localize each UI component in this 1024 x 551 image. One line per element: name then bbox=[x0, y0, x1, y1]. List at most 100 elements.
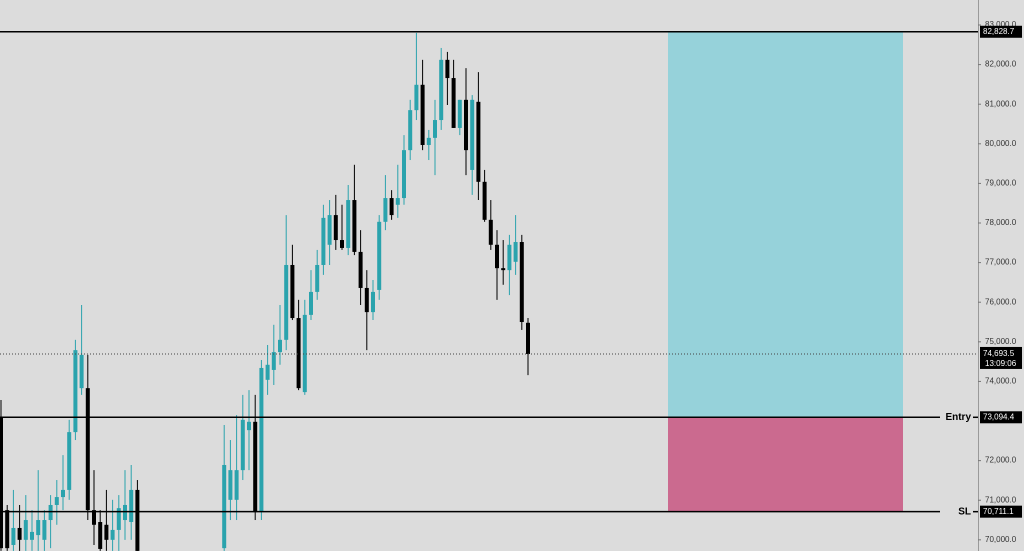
candle-body bbox=[315, 264, 320, 292]
level-name: SL bbox=[958, 506, 971, 517]
candle-body bbox=[79, 354, 84, 389]
level-label: 82,828.7 bbox=[983, 27, 1015, 36]
candle-body bbox=[54, 497, 59, 505]
candle-body bbox=[30, 531, 34, 540]
level-box bbox=[980, 25, 1022, 38]
candle-body bbox=[228, 470, 233, 500]
candle-body bbox=[513, 242, 518, 262]
level-box bbox=[980, 411, 1022, 424]
y-tick-label: 80,000.0 bbox=[985, 139, 1017, 148]
candle-body bbox=[222, 464, 227, 549]
candle-body bbox=[271, 352, 276, 370]
y-tick-label: 71,000.0 bbox=[985, 495, 1017, 504]
candle-body bbox=[259, 367, 264, 513]
candle-body bbox=[358, 251, 363, 288]
candle-body bbox=[526, 322, 530, 354]
candle-body bbox=[116, 508, 121, 530]
candle-body bbox=[17, 527, 22, 540]
candle-body bbox=[278, 339, 282, 353]
candle-body bbox=[402, 150, 406, 199]
candle-body bbox=[85, 388, 90, 511]
candle-body bbox=[519, 242, 524, 323]
candle-body bbox=[321, 217, 326, 265]
candle-body bbox=[234, 470, 239, 500]
candle-body bbox=[247, 421, 251, 431]
candle-body bbox=[42, 520, 47, 540]
candle-body bbox=[333, 215, 338, 241]
candle-body bbox=[5, 510, 10, 549]
candle-body bbox=[439, 59, 444, 121]
y-tick-label: 78,000.0 bbox=[985, 218, 1017, 227]
y-tick-label: 72,000.0 bbox=[985, 456, 1017, 465]
candle-body bbox=[48, 504, 53, 521]
candle-body bbox=[507, 244, 512, 271]
y-tick-label: 77,000.0 bbox=[985, 258, 1017, 267]
candle-body bbox=[123, 504, 127, 521]
candle-body bbox=[414, 84, 419, 111]
candle-body bbox=[253, 421, 258, 513]
level-label: 70,711.1 bbox=[983, 507, 1014, 516]
candle-body bbox=[395, 198, 400, 205]
level-box bbox=[980, 505, 1022, 518]
candle-body bbox=[104, 524, 109, 540]
candle-body bbox=[364, 287, 369, 313]
profit-zone bbox=[668, 31, 903, 418]
y-tick-label: 82,000.0 bbox=[985, 60, 1017, 69]
candle-body bbox=[73, 350, 78, 433]
candle-body bbox=[389, 198, 394, 216]
candle-body bbox=[420, 84, 425, 145]
candle-body bbox=[240, 419, 245, 471]
candle-body bbox=[346, 200, 351, 248]
candle-body bbox=[457, 99, 462, 128]
y-tick-label: 76,000.0 bbox=[985, 297, 1017, 306]
candle-body bbox=[110, 529, 115, 540]
candle-body bbox=[0, 417, 3, 549]
candle-body bbox=[476, 101, 481, 182]
candle-body bbox=[482, 181, 487, 220]
candle-body bbox=[488, 219, 493, 245]
loss-zone bbox=[668, 417, 903, 512]
candle-body bbox=[383, 198, 388, 222]
candle-body bbox=[92, 510, 96, 525]
candle-body bbox=[495, 244, 499, 269]
candle-body bbox=[426, 137, 431, 145]
candle-body bbox=[36, 520, 41, 536]
candle-body bbox=[445, 59, 450, 79]
candle-body bbox=[309, 291, 313, 315]
y-tick-label: 79,000.0 bbox=[985, 179, 1017, 188]
y-tick-label: 74,000.0 bbox=[985, 377, 1017, 386]
candle-body bbox=[408, 110, 413, 151]
candle-body bbox=[433, 120, 437, 138]
candle-body bbox=[265, 364, 270, 380]
candle-body bbox=[67, 432, 72, 490]
candle-body bbox=[296, 318, 301, 389]
candle-body bbox=[371, 291, 375, 313]
level-name: Entry bbox=[945, 412, 971, 423]
y-tick-label: 83,000.0 bbox=[985, 20, 1017, 29]
level-label: 73,094.4 bbox=[983, 412, 1015, 421]
y-tick-label: 70,000.0 bbox=[985, 535, 1017, 544]
candle-body bbox=[340, 240, 344, 248]
candle-body bbox=[284, 264, 289, 340]
last-price-box bbox=[980, 346, 1022, 369]
y-tick-label: 81,000.0 bbox=[985, 99, 1017, 108]
candle-body bbox=[451, 78, 456, 128]
candle-body bbox=[377, 221, 382, 290]
candle-body bbox=[135, 489, 140, 551]
y-tick-label: 75,000.0 bbox=[985, 337, 1017, 346]
candle-body bbox=[501, 268, 506, 271]
candle-body bbox=[302, 314, 307, 393]
candle-body bbox=[98, 522, 103, 549]
candle-body bbox=[129, 489, 134, 523]
candle-body bbox=[23, 520, 28, 540]
candle-body bbox=[61, 489, 65, 498]
candle-body bbox=[470, 99, 475, 170]
candle-body bbox=[11, 527, 16, 545]
countdown-label: 13:09:06 bbox=[985, 359, 1017, 368]
candle-body bbox=[464, 99, 468, 151]
candle-body bbox=[352, 200, 357, 252]
candle-body bbox=[290, 264, 295, 319]
last-price-label: 74,693.5 bbox=[983, 349, 1015, 358]
